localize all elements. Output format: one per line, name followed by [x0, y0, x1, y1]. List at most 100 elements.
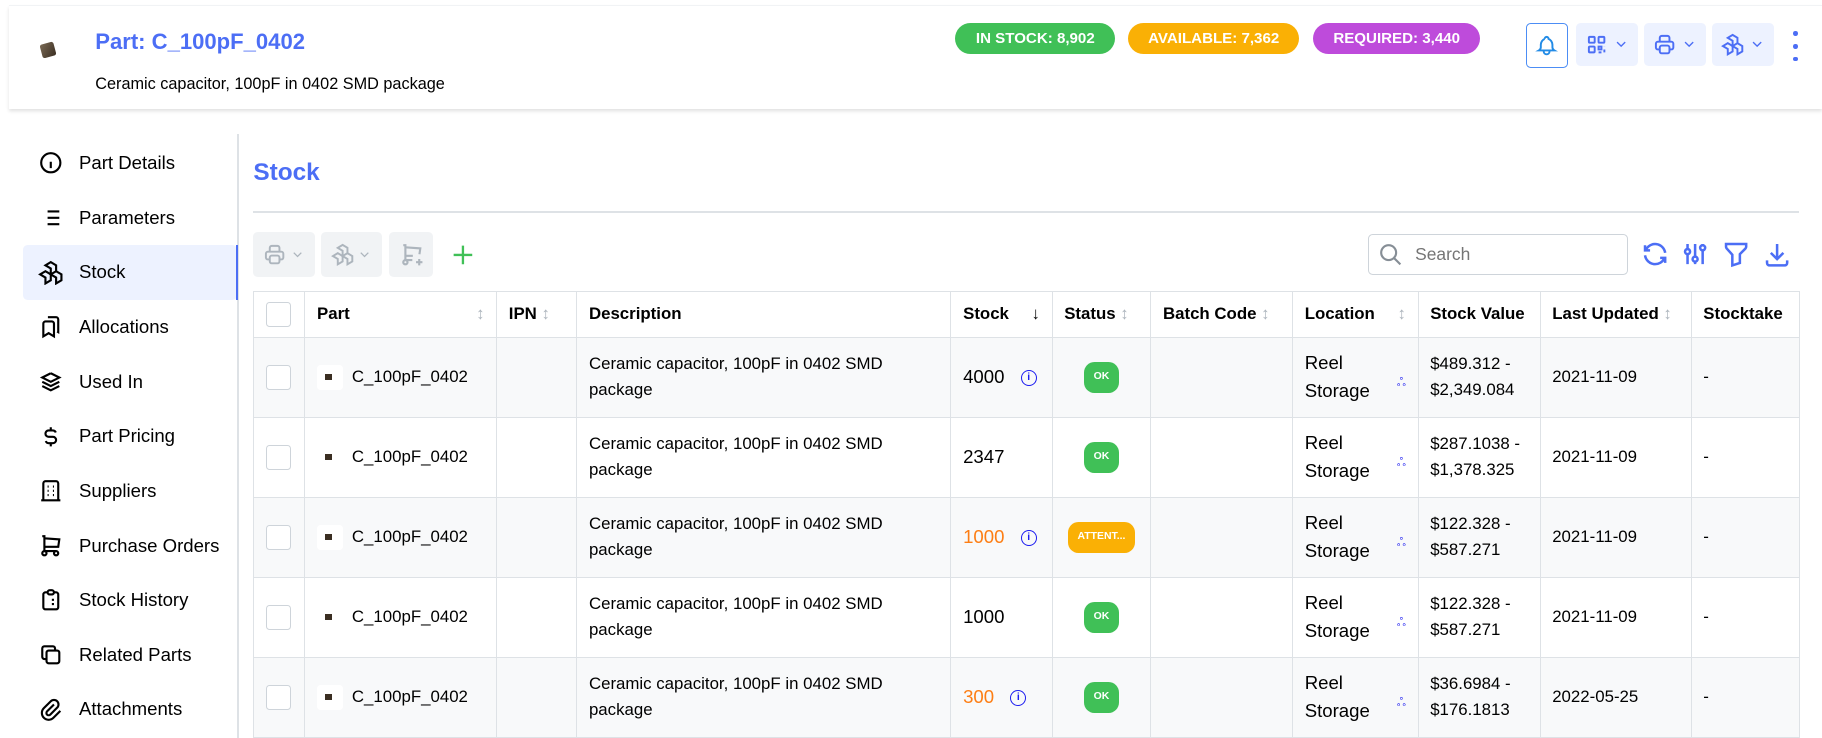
- description-cell: Ceramic capacitor, 100pF in 0402 SMD pac…: [576, 416, 952, 498]
- stocktake-cell: -: [1690, 336, 1800, 418]
- info-icon[interactable]: i: [1020, 370, 1037, 387]
- select-cell: [253, 496, 306, 578]
- table-row[interactable]: C_100pF_0402 Ceramic capacitor, 100pF in …: [253, 496, 1800, 578]
- status-badge: ATTENT...: [1068, 522, 1135, 554]
- bookmarks-icon: [37, 313, 65, 341]
- info-icon[interactable]: i: [1010, 690, 1027, 707]
- info-icon[interactable]: i: [1020, 530, 1037, 547]
- download-icon: [1765, 244, 1789, 268]
- status-cell: OK: [1051, 336, 1152, 418]
- sitemap-icon[interactable]: ஃ: [1396, 456, 1406, 470]
- column-settings-button[interactable]: [1680, 239, 1710, 269]
- sidebar-divider: [237, 133, 240, 738]
- stock-cell: 2347: [950, 416, 1053, 498]
- chevron-down-icon: [1616, 42, 1626, 48]
- sort-icon: ↕: [541, 304, 550, 324]
- sitemap-icon[interactable]: ஃ: [1396, 536, 1406, 550]
- stocktake-cell: -: [1690, 416, 1800, 498]
- stock-actions-button[interactable]: [1711, 23, 1775, 67]
- filter-icon: [1724, 243, 1748, 268]
- add-stock-button[interactable]: [449, 241, 477, 269]
- batch-cell: [1150, 576, 1294, 658]
- column-header-description: Description: [576, 290, 952, 338]
- row-checkbox[interactable]: [265, 524, 292, 550]
- part-thumbnail: [317, 524, 343, 551]
- column-header-ipn[interactable]: IPN ↕: [496, 290, 578, 338]
- sitemap-icon[interactable]: ஃ: [1396, 696, 1406, 710]
- print-actions-button[interactable]: [1644, 23, 1706, 67]
- row-checkbox[interactable]: [265, 684, 292, 710]
- part-cell[interactable]: C_100pF_0402: [304, 416, 498, 498]
- column-header-batch-code[interactable]: Batch Code ↕: [1150, 290, 1294, 338]
- part-cell[interactable]: C_100pF_0402: [304, 656, 498, 738]
- sidebar-item-suppliers[interactable]: Suppliers: [23, 464, 237, 519]
- dots-vertical-icon: [1792, 31, 1798, 36]
- part-cell[interactable]: C_100pF_0402: [304, 496, 498, 578]
- column-header-stock[interactable]: Stock ↓: [950, 290, 1053, 338]
- stock-cell: 4000 i: [950, 336, 1053, 418]
- location-cell[interactable]: Reel Storage ஃ: [1292, 656, 1419, 738]
- notifications-button[interactable]: [1525, 23, 1569, 69]
- sidebar-item-part-pricing[interactable]: Part Pricing: [23, 409, 237, 464]
- sidebar-item-parameters[interactable]: Parameters: [23, 191, 237, 246]
- location-cell[interactable]: Reel Storage ஃ: [1292, 576, 1419, 658]
- table-row[interactable]: C_100pF_0402 Ceramic capacitor, 100pF in …: [253, 656, 1800, 738]
- batch-cell: [1150, 416, 1294, 498]
- stack-icon: [37, 368, 65, 396]
- adjustments-icon: [1684, 244, 1707, 265]
- more-actions-button[interactable]: [1787, 31, 1803, 62]
- location-cell[interactable]: Reel Storage ஃ: [1292, 496, 1419, 578]
- sidebar-item-part-details[interactable]: Part Details: [23, 136, 237, 191]
- sidebar-item-stock-history[interactable]: Stock History: [23, 573, 237, 628]
- sidebar-item-related-parts[interactable]: Related Parts: [23, 627, 237, 682]
- last-updated-cell: 2022-05-25: [1539, 656, 1692, 738]
- part-thumbnail: [317, 364, 343, 391]
- part-cell[interactable]: C_100pF_0402: [304, 336, 498, 418]
- status-cell: OK: [1051, 416, 1152, 498]
- select-all-checkbox[interactable]: [265, 301, 292, 327]
- sidebar-item-allocations[interactable]: Allocations: [23, 300, 237, 355]
- sidebar-item-purchase-orders[interactable]: Purchase Orders: [23, 518, 237, 573]
- last-updated-cell: 2021-11-09: [1539, 416, 1692, 498]
- table-row[interactable]: C_100pF_0402 Ceramic capacitor, 100pF in …: [253, 576, 1800, 658]
- sidebar-item-used-in[interactable]: Used In: [23, 354, 237, 409]
- shopping-cart-icon: [37, 532, 65, 560]
- download-button[interactable]: [1762, 239, 1792, 269]
- sitemap-icon[interactable]: ஃ: [1396, 616, 1406, 630]
- ipn-cell: [496, 416, 578, 498]
- sort-icon: ↕: [1261, 304, 1270, 324]
- sidebar-item-attachments[interactable]: Attachments: [23, 682, 237, 737]
- required-badge: REQUIRED: 3,440: [1313, 23, 1481, 55]
- row-checkbox[interactable]: [265, 364, 292, 390]
- print-button[interactable]: [253, 232, 315, 277]
- active-indicator: [235, 245, 239, 300]
- description-cell: Ceramic capacitor, 100pF in 0402 SMD pac…: [576, 576, 952, 658]
- column-header-last-updated[interactable]: Last Updated ↕: [1539, 290, 1692, 338]
- table-row[interactable]: C_100pF_0402 Ceramic capacitor, 100pF in …: [253, 336, 1800, 418]
- location-cell[interactable]: Reel Storage ஃ: [1292, 416, 1419, 498]
- building-icon: [37, 477, 65, 505]
- column-header-part[interactable]: Part ↕: [304, 290, 498, 338]
- description-cell: Ceramic capacitor, 100pF in 0402 SMD pac…: [576, 496, 952, 578]
- sidebar-item-stock[interactable]: Stock: [23, 245, 238, 300]
- barcode-actions-button[interactable]: [1575, 23, 1639, 67]
- row-checkbox[interactable]: [265, 604, 292, 630]
- column-header-stock-value: Stock Value: [1417, 290, 1541, 338]
- search-input[interactable]: [1412, 242, 1615, 267]
- dollar-icon: [37, 422, 65, 450]
- table-row[interactable]: C_100pF_0402 Ceramic capacitor, 100pF in …: [253, 416, 1800, 498]
- location-cell[interactable]: Reel Storage ஃ: [1292, 336, 1419, 418]
- search-field[interactable]: [1367, 233, 1628, 276]
- column-header-location[interactable]: Location ↕: [1292, 290, 1419, 338]
- refresh-button[interactable]: [1640, 239, 1670, 269]
- sitemap-icon[interactable]: ஃ: [1396, 376, 1406, 390]
- filter-button[interactable]: [1721, 239, 1751, 269]
- qr-code-icon: [1587, 35, 1606, 54]
- column-header-status[interactable]: Status ↕: [1051, 290, 1152, 338]
- row-checkbox[interactable]: [265, 444, 292, 470]
- in-stock-badge: IN STOCK: 8,902: [955, 23, 1116, 55]
- stock-actions-button[interactable]: [320, 232, 383, 277]
- part-cell[interactable]: C_100pF_0402: [304, 576, 498, 658]
- packages-icon: [1720, 33, 1744, 56]
- order-parts-button[interactable]: [389, 232, 434, 277]
